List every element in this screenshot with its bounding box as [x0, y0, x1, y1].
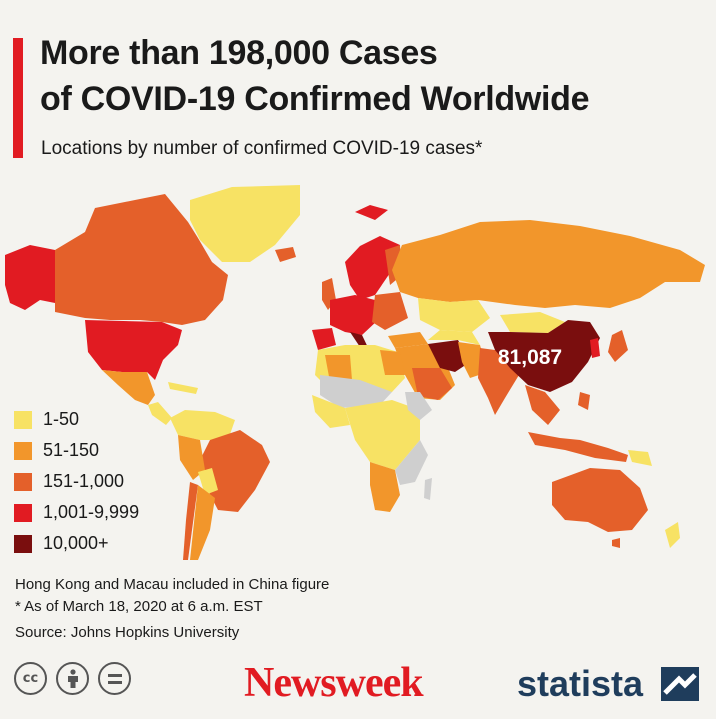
- legend-item: 10,000+: [14, 528, 139, 559]
- usa: [85, 320, 182, 380]
- legend-item: 1,001-9,999: [14, 497, 139, 528]
- iceland: [275, 247, 296, 262]
- title-line-2: of COVID-19 Confirmed Worldwide: [40, 80, 590, 118]
- legend-swatch: [14, 410, 32, 429]
- legend-label: 1-50: [43, 409, 80, 429]
- footnotes: Hong Kong and Macau included in China fi…: [15, 574, 329, 618]
- north-south-america: [170, 410, 235, 440]
- legend-label: 1,001-9,999: [43, 502, 140, 522]
- mongolia: [500, 312, 565, 333]
- new-zealand: [665, 522, 680, 548]
- svalbard: [355, 205, 388, 220]
- world-map: 81,087: [5, 185, 705, 560]
- china-case-count-label: 81,087: [498, 346, 562, 369]
- greenland: [190, 185, 300, 262]
- legend-label: 10,000+: [43, 533, 109, 553]
- central-america: [148, 402, 172, 425]
- note-hong-kong-macau: Hong Kong and Macau included in China fi…: [15, 576, 330, 593]
- title-accent-bar: [13, 38, 23, 158]
- eastern-europe: [372, 292, 408, 330]
- alaska: [5, 245, 55, 310]
- legend-item: 151-1,000: [14, 466, 139, 497]
- philippines: [578, 392, 590, 410]
- algeria: [325, 355, 352, 382]
- cc-icon[interactable]: cc: [14, 662, 47, 695]
- chile: [183, 482, 198, 560]
- legend-label: 151-1,000: [43, 471, 125, 491]
- southeast-asia: [525, 385, 560, 425]
- saudi-arabia: [412, 368, 452, 400]
- legend-swatch: [14, 472, 32, 491]
- subtitle: Locations by number of confirmed COVID-1…: [41, 138, 483, 159]
- central-africa: [345, 400, 420, 470]
- legend-swatch: [14, 441, 32, 460]
- sahel: [320, 375, 392, 408]
- kazakhstan: [418, 298, 490, 332]
- china: [488, 320, 600, 392]
- equals-icon: [107, 673, 122, 684]
- papua-new-guinea: [628, 450, 652, 466]
- peru: [178, 435, 205, 480]
- caribbean: [168, 382, 198, 394]
- legend-item: 51-150: [14, 435, 139, 466]
- madagascar: [424, 478, 432, 500]
- legend-swatch: [14, 503, 32, 522]
- legend-item: 1-50: [14, 404, 139, 435]
- title-line-1: More than 198,000 Cases: [40, 34, 438, 72]
- no-derivatives-icon[interactable]: [98, 662, 131, 695]
- spain: [312, 328, 336, 350]
- southern-africa: [370, 462, 400, 512]
- statista-mark-icon: [661, 667, 699, 701]
- west-africa: [312, 395, 350, 428]
- cc-icon-text: cc: [22, 671, 39, 686]
- central-asia: [428, 330, 480, 345]
- newsweek-logo[interactable]: Newsweek: [244, 660, 424, 706]
- argentina: [190, 485, 215, 560]
- legend-label: 51-150: [43, 440, 100, 460]
- person-icon: [67, 668, 78, 688]
- attribution-icon[interactable]: [56, 662, 89, 695]
- japan: [608, 330, 628, 362]
- horn-of-africa: [405, 392, 432, 420]
- page-title: More than 198,000 Cases of COVID-19 Conf…: [40, 30, 590, 122]
- note-date: * As of March 18, 2020 at 6 a.m. EST: [15, 598, 263, 615]
- source-note: Source: Johns Hopkins University: [15, 624, 240, 641]
- bolivia: [198, 468, 218, 495]
- east-africa: [395, 440, 428, 485]
- legend: 1-50 51-150 151-1,000 1,001-9,999 10,000…: [14, 404, 139, 559]
- turkey: [388, 332, 428, 348]
- mexico: [102, 370, 155, 405]
- egypt: [380, 350, 405, 375]
- korea: [590, 338, 600, 358]
- canada: [55, 194, 228, 325]
- western-europe: [330, 295, 378, 335]
- brazil: [200, 430, 270, 512]
- russia: [392, 220, 705, 308]
- legend-swatch: [14, 534, 32, 553]
- statista-logo[interactable]: statista: [517, 663, 644, 704]
- indonesia: [528, 432, 628, 462]
- tasmania: [612, 538, 620, 548]
- australia: [552, 468, 648, 532]
